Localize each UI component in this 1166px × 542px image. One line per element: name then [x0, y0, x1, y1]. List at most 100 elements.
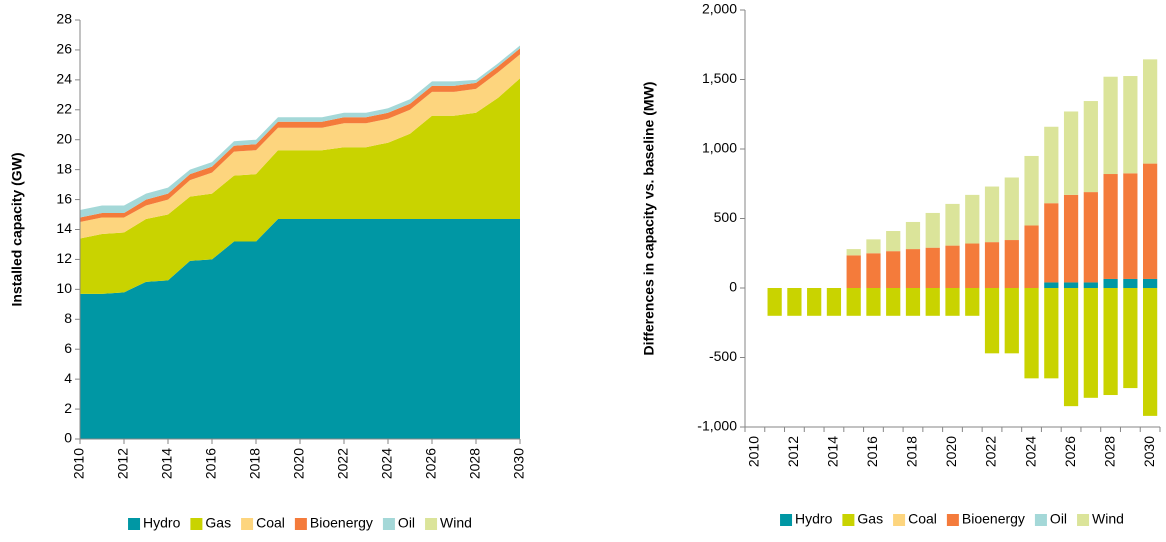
bar — [1143, 288, 1158, 416]
y-tick-label: 4 — [64, 370, 72, 386]
bar — [945, 203, 960, 246]
x-tick-label: 2018 — [904, 436, 920, 467]
bar — [1044, 288, 1059, 379]
bar — [1024, 225, 1039, 288]
y-tick-label: 1,000 — [702, 140, 737, 156]
bar — [846, 255, 861, 288]
y-tick-label: 500 — [714, 209, 738, 225]
y-tick-label: 28 — [56, 11, 72, 27]
y-tick-label: 10 — [56, 280, 72, 296]
legend-swatch — [842, 514, 855, 526]
bar — [1103, 76, 1118, 175]
x-tick-label: 2028 — [467, 448, 483, 479]
x-tick-label: 2012 — [115, 448, 131, 479]
legend: Hydro Gas Coal Bioenergy Oil Wind — [780, 511, 1124, 527]
y-tick-label: 8 — [64, 310, 72, 326]
legend-label: Hydro — [795, 511, 833, 527]
x-tick-label: 2030 — [511, 448, 527, 479]
y-tick-label: 14 — [56, 220, 72, 236]
bar — [965, 288, 980, 316]
bar — [965, 243, 980, 288]
bar — [826, 288, 842, 316]
bar — [1143, 59, 1158, 164]
legend-swatch — [946, 514, 959, 526]
bar — [1083, 101, 1098, 193]
y-tick-label: -500 — [709, 348, 737, 364]
bar — [925, 212, 940, 248]
y-tick-label: -1,000 — [697, 418, 737, 434]
x-tick-label: 2010 — [746, 436, 762, 467]
x-tick-label: 2018 — [247, 448, 263, 479]
x-tick-label: 2020 — [943, 436, 959, 467]
bar — [905, 249, 921, 288]
area — [80, 219, 520, 439]
area — [80, 48, 520, 223]
bar — [846, 288, 861, 316]
y-tick-label: 6 — [64, 340, 72, 356]
x-tick-label: 2022 — [983, 436, 999, 467]
bar — [1044, 203, 1059, 283]
bar — [846, 249, 861, 256]
x-tick-label: 2030 — [1141, 436, 1157, 467]
bar — [1083, 282, 1098, 288]
bar — [1024, 155, 1039, 226]
bar — [1103, 288, 1118, 396]
area — [80, 78, 520, 294]
bar — [945, 245, 960, 288]
legend-label: Wind — [440, 515, 472, 531]
legend-label: Oil — [1050, 511, 1067, 527]
legend-label: Hydro — [143, 515, 181, 531]
legend-swatch — [382, 518, 395, 530]
bar — [1024, 288, 1039, 379]
bar — [1083, 288, 1098, 398]
x-tick-label: 2020 — [291, 448, 307, 479]
legend: Hydro Gas Coal Bioenergy Oil Wind — [128, 515, 472, 531]
legend-swatch — [425, 518, 438, 530]
y-tick-label: 2,000 — [702, 1, 737, 17]
bar — [984, 186, 1000, 243]
y-tick-label: 20 — [56, 130, 72, 146]
bar — [1143, 278, 1158, 288]
legend-swatch — [128, 518, 141, 530]
legend-swatch — [780, 514, 793, 526]
bar — [807, 288, 822, 316]
legend-swatch — [241, 518, 254, 530]
bar — [905, 221, 921, 250]
bar — [886, 251, 901, 288]
bar — [1123, 173, 1138, 279]
x-tick-label: 2026 — [1062, 436, 1078, 467]
bar — [1143, 163, 1158, 279]
bar — [965, 194, 980, 244]
legend-label: Oil — [398, 515, 415, 531]
bar — [1063, 282, 1079, 288]
legend-swatch — [294, 518, 307, 530]
legend-label: Gas — [857, 511, 883, 527]
bar — [984, 288, 1000, 354]
bar — [767, 288, 782, 316]
y-axis-label: Differences in capacity vs. baseline (MW… — [641, 82, 657, 356]
x-tick-label: 2026 — [423, 448, 439, 479]
y-tick-label: 2 — [64, 400, 72, 416]
bar — [905, 288, 921, 316]
y-tick-label: 24 — [56, 71, 72, 87]
bar — [787, 288, 802, 316]
bar — [1044, 282, 1059, 288]
legend-label: Gas — [205, 515, 231, 531]
bar — [1004, 288, 1019, 354]
bar — [866, 253, 881, 288]
x-tick-label: 2028 — [1101, 436, 1117, 467]
bar — [1063, 194, 1079, 283]
legend-label: Bioenergy — [310, 515, 373, 531]
bar — [1123, 288, 1138, 389]
y-tick-label: 26 — [56, 41, 72, 57]
bar — [1103, 174, 1118, 279]
x-tick-label: 2016 — [864, 436, 880, 467]
bar — [1123, 278, 1138, 288]
bar — [886, 231, 901, 252]
bar — [1123, 76, 1138, 174]
legend-label: Wind — [1092, 511, 1124, 527]
bar — [866, 239, 881, 254]
x-tick-label: 2022 — [335, 448, 351, 479]
bar — [1044, 126, 1059, 204]
